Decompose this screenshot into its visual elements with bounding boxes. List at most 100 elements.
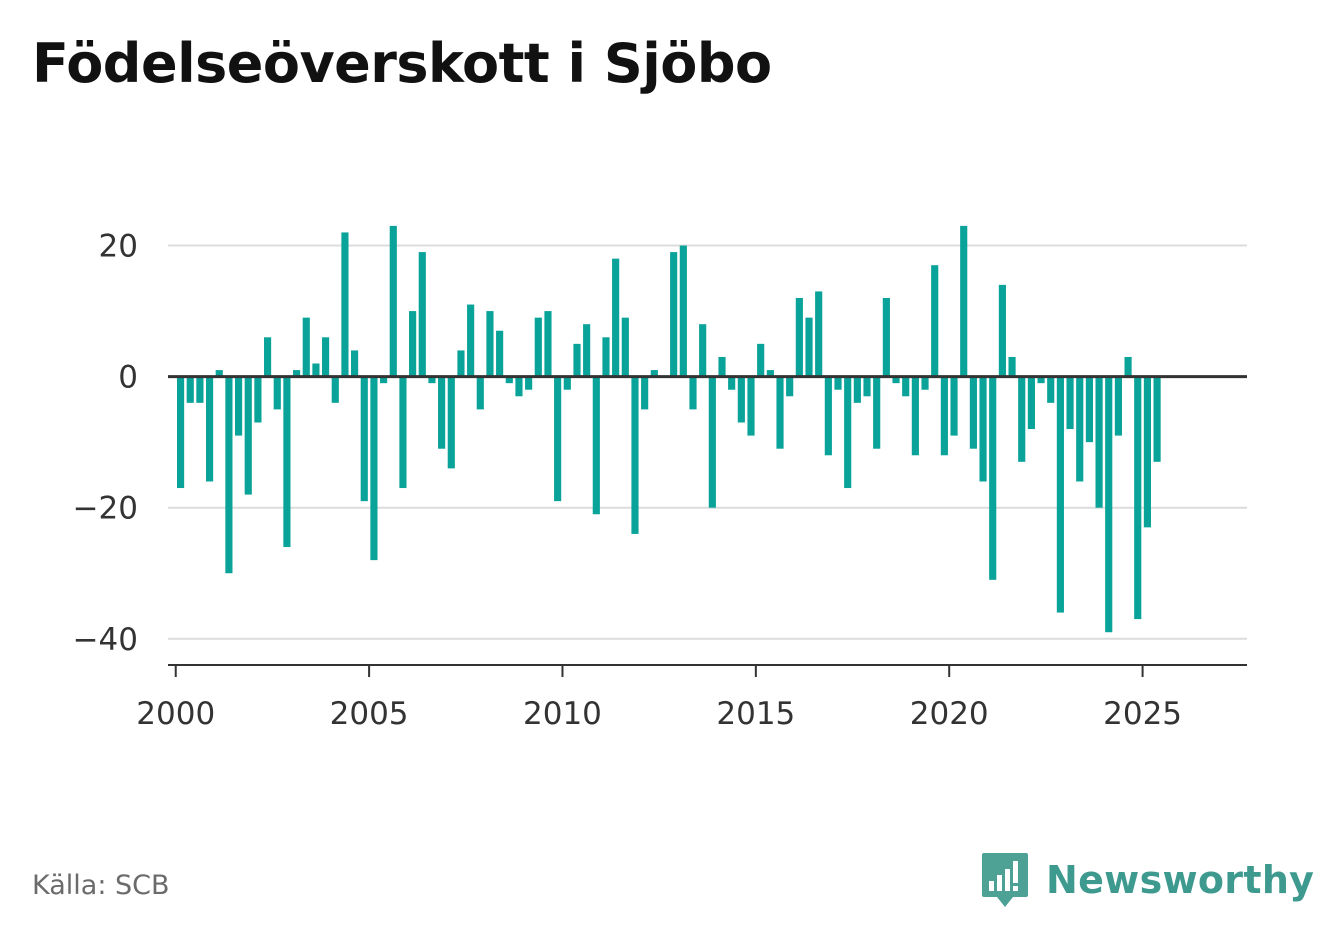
bar — [602, 337, 610, 377]
bar — [573, 343, 581, 377]
bar — [1124, 356, 1132, 377]
y-tick-label: −20 — [73, 491, 138, 527]
bar — [1027, 376, 1035, 430]
bar — [882, 297, 890, 377]
x-tick-label: 2025 — [1103, 696, 1182, 732]
bars — [176, 225, 1161, 633]
bar — [718, 356, 726, 377]
bar — [911, 376, 919, 456]
bar — [322, 337, 330, 377]
bar — [235, 376, 243, 436]
x-tick-label: 2020 — [910, 696, 989, 732]
bar — [389, 225, 397, 377]
bar — [737, 376, 745, 423]
bar — [592, 376, 600, 515]
bar — [312, 363, 320, 377]
bar — [331, 376, 339, 403]
bar — [525, 376, 533, 390]
bar — [273, 376, 281, 410]
bar — [1047, 376, 1055, 403]
bar — [215, 370, 223, 377]
bar — [873, 376, 881, 449]
x-axis: 2000 2005 2010 2015 2020 2025 — [136, 664, 1247, 732]
bar — [293, 370, 301, 377]
bar — [186, 376, 194, 403]
newsworthy-logo: Newsworthy — [980, 850, 1314, 910]
bar — [670, 252, 678, 377]
bar — [1134, 376, 1142, 620]
bar — [1085, 376, 1093, 443]
chart-title: Födelseöverskott i Sjöbo — [32, 32, 772, 95]
bar — [824, 376, 832, 456]
bar — [834, 376, 842, 390]
y-tick-label: −40 — [73, 622, 138, 658]
bar — [583, 324, 591, 377]
bar — [1018, 376, 1026, 462]
bar — [699, 324, 707, 377]
bar — [476, 376, 484, 410]
bar — [989, 376, 997, 580]
bar — [1153, 376, 1161, 462]
bar — [708, 376, 716, 508]
bar — [1105, 376, 1113, 633]
bar — [409, 311, 417, 377]
bar — [457, 350, 465, 377]
bar — [776, 376, 784, 449]
bar — [979, 376, 987, 482]
y-tick-label: 20 — [99, 229, 138, 265]
bar — [689, 376, 697, 410]
x-tick-label: 2010 — [523, 696, 602, 732]
bar — [428, 376, 436, 384]
bar — [969, 376, 977, 449]
bar — [950, 376, 958, 436]
y-tick-label: 0 — [118, 360, 138, 396]
bar — [766, 370, 774, 377]
bar — [679, 245, 687, 377]
bar — [612, 258, 620, 377]
brand-name: Newsworthy — [1046, 858, 1315, 902]
bar — [902, 376, 910, 397]
bar — [380, 376, 388, 384]
bar — [225, 376, 233, 574]
bar — [786, 376, 794, 397]
source-note: Källa: SCB — [32, 870, 170, 901]
bar — [360, 376, 368, 502]
bar — [554, 376, 562, 502]
bar — [534, 317, 542, 377]
bar — [176, 376, 185, 489]
x-tick-label: 2005 — [330, 696, 409, 732]
bar — [486, 311, 494, 377]
bar — [399, 376, 407, 489]
x-tick-label: 2015 — [716, 696, 795, 732]
bar — [302, 317, 310, 377]
bar-chart-speech-bubble-icon — [982, 853, 1028, 907]
bar — [1008, 356, 1016, 377]
bar — [621, 317, 629, 377]
bar — [563, 376, 571, 390]
bar — [795, 297, 803, 377]
bar — [641, 376, 649, 410]
bar — [447, 376, 455, 469]
bar — [960, 225, 968, 377]
bar — [351, 350, 359, 377]
y-axis-ticks: 20 0 −20 −40 — [73, 229, 138, 658]
bar — [341, 232, 349, 377]
bar — [1066, 376, 1074, 430]
bar — [1114, 376, 1122, 436]
bar — [631, 376, 639, 534]
bar — [650, 370, 658, 377]
bar — [921, 376, 929, 390]
bar — [515, 376, 523, 397]
bar — [815, 291, 823, 377]
bar — [418, 252, 426, 377]
bar — [853, 376, 861, 403]
bar — [1037, 376, 1045, 384]
bar — [1143, 376, 1151, 528]
bar — [244, 376, 252, 495]
bar — [998, 284, 1006, 377]
bar — [196, 376, 204, 403]
bar — [264, 337, 272, 377]
bar — [438, 376, 446, 449]
bar — [467, 304, 475, 377]
